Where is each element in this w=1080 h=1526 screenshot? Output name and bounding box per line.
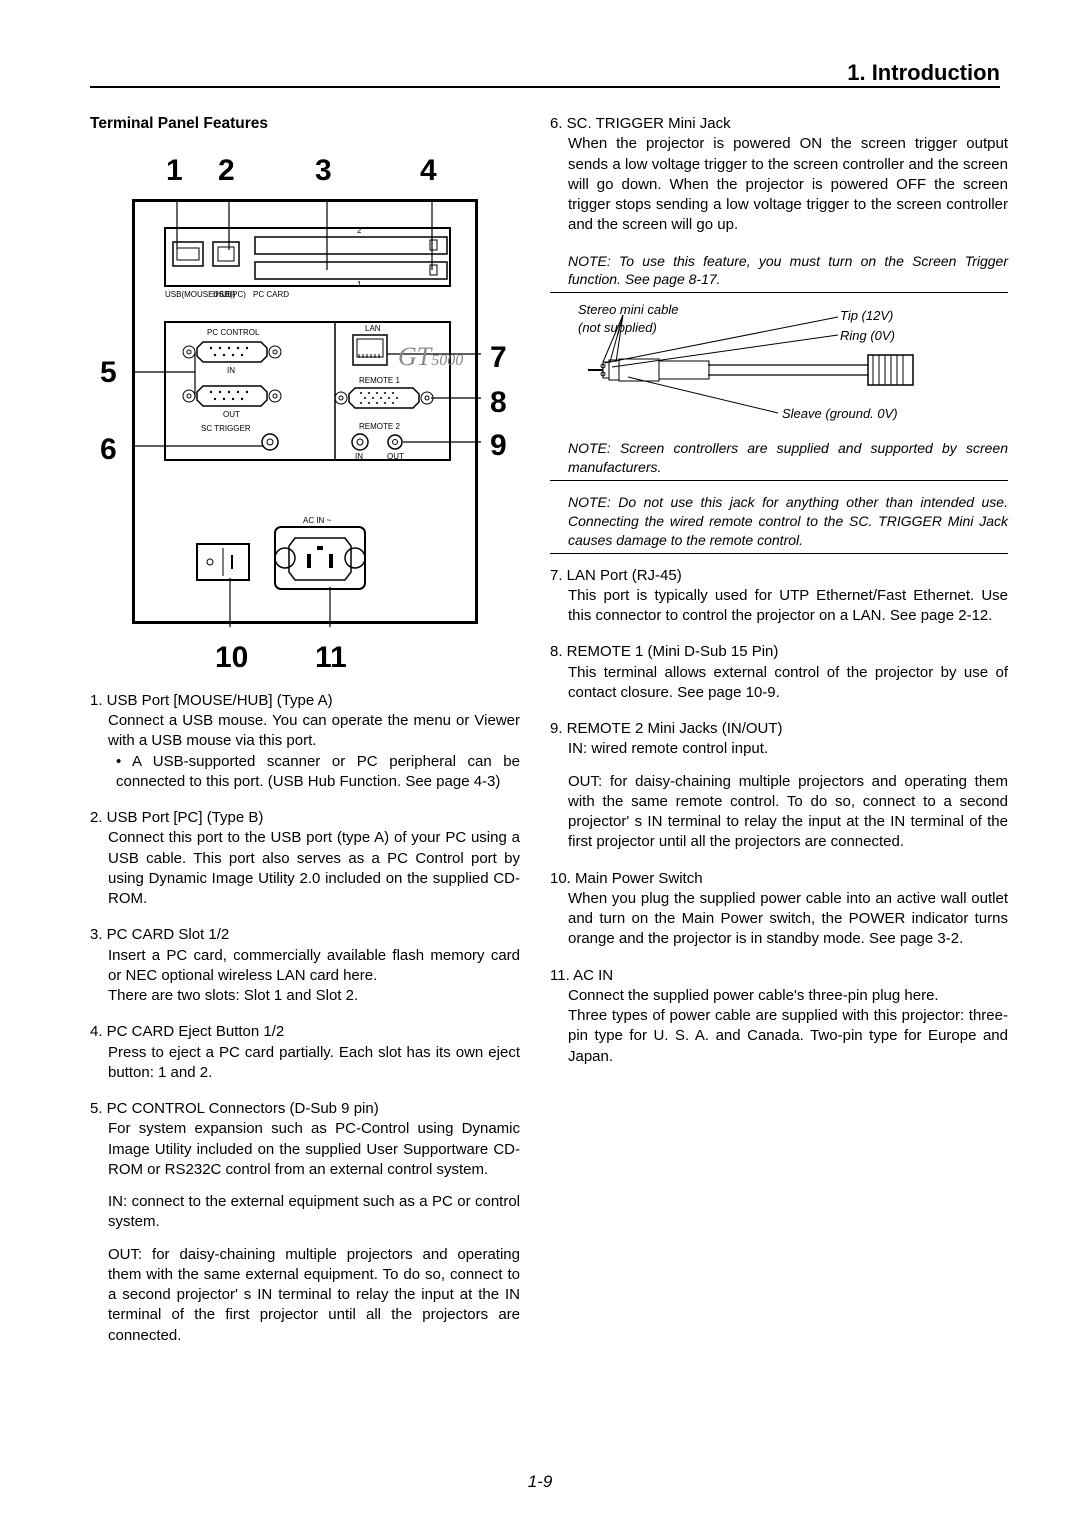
callout-9: 9	[490, 426, 507, 467]
item-9-body: IN: wired remote control input.	[550, 739, 1008, 759]
note-1: NOTE: To use this feature, you must turn…	[550, 252, 1008, 294]
item-5-sub2: OUT: for daisy-chaining multiple project…	[90, 1245, 520, 1346]
callout-1: 1	[166, 151, 183, 192]
lbl-usb-pc: USB(PC)	[213, 290, 246, 301]
lbl-slot2: 2	[357, 226, 361, 237]
lbl-in: IN	[227, 366, 235, 377]
item-5-body: For system expansion such as PC-Control …	[90, 1119, 520, 1180]
item-5-lead: 5. PC CONTROL Connectors (D-Sub 9 pin)	[90, 1099, 520, 1119]
item-8: 8. REMOTE 1 (Mini D-Sub 15 Pin) This ter…	[550, 642, 1008, 703]
clabel-stereo: Stereo mini cable (not supplied)	[578, 301, 678, 336]
callout-8: 8	[490, 383, 507, 424]
item-8-body: This terminal allows external control of…	[550, 663, 1008, 704]
item-3-lead: 3. PC CARD Slot 1/2	[90, 925, 520, 945]
item-1-bullet: • A USB-supported scanner or PC peripher…	[90, 752, 520, 793]
item-11-body: Connect the supplied power cable's three…	[550, 986, 1008, 1067]
item-6-body: When the projector is powered ON the scr…	[550, 134, 1008, 235]
lbl-remote2: REMOTE 2	[359, 422, 400, 433]
callout-7: 7	[490, 338, 507, 379]
page-number: 1-9	[0, 1472, 1080, 1492]
item-9-sub1: OUT: for daisy-chaining multiple project…	[550, 772, 1008, 853]
clabel-tip: Tip (12V)	[840, 307, 893, 325]
section-header: 1. Introduction	[90, 60, 1000, 86]
callout-2: 2	[218, 151, 235, 192]
callout-10: 10	[215, 638, 248, 679]
right-column: 6. SC. TRIGGER Mini Jack When the projec…	[550, 114, 1008, 1362]
lbl-slot1: 1	[357, 280, 361, 291]
item-10-lead: 10. Main Power Switch	[550, 869, 1008, 889]
item-5-sub1: IN: connect to the external equipment su…	[90, 1192, 520, 1233]
item-3-body: Insert a PC card, commercially available…	[90, 946, 520, 1007]
lbl-sctrigger: SC TRIGGER	[201, 424, 251, 435]
item-6: 6. SC. TRIGGER Mini Jack When the projec…	[550, 114, 1008, 236]
callout-11: 11	[315, 638, 347, 679]
lbl-out: OUT	[223, 410, 240, 421]
model-name: GT	[398, 342, 431, 371]
left-column: Terminal Panel Features 1 2 3 4 5 6 7 8 …	[90, 114, 520, 1362]
callout-5: 5	[100, 353, 117, 394]
header-rule	[90, 86, 1000, 88]
item-5: 5. PC CONTROL Connectors (D-Sub 9 pin) F…	[90, 1099, 520, 1346]
item-1-lead: 1. USB Port [MOUSE/HUB] (Type A)	[90, 691, 520, 711]
item-10: 10. Main Power Switch When you plug the …	[550, 869, 1008, 950]
item-7: 7. LAN Port (RJ-45) This port is typical…	[550, 566, 1008, 627]
item-4: 4. PC CARD Eject Button 1/2 Press to eje…	[90, 1022, 520, 1083]
clabel-ring: Ring (0V)	[840, 327, 895, 345]
cable-diagram: Stereo mini cable (not supplied) Tip (12…	[568, 305, 1008, 425]
clabel-sleave: Sleave (ground. 0V)	[782, 405, 898, 423]
item-10-body: When you plug the supplied power cable i…	[550, 889, 1008, 950]
item-7-lead: 7. LAN Port (RJ-45)	[550, 566, 1008, 586]
lbl-pccard: PC CARD	[253, 290, 289, 301]
item-9: 9. REMOTE 2 Mini Jacks (IN/OUT) IN: wire…	[550, 719, 1008, 853]
item-11-lead: 11. AC IN	[550, 966, 1008, 986]
lbl-r2out: OUT	[387, 452, 404, 463]
model-sub: 5000	[431, 352, 463, 369]
item-11: 11. AC IN Connect the supplied power cab…	[550, 966, 1008, 1067]
item-2-lead: 2. USB Port [PC] (Type B)	[90, 808, 520, 828]
item-9-lead: 9. REMOTE 2 Mini Jacks (IN/OUT)	[550, 719, 1008, 739]
item-1-body: Connect a USB mouse. You can operate the…	[90, 711, 520, 752]
note-2: NOTE: Screen controllers are supplied an…	[550, 439, 1008, 481]
item-6-lead: 6. SC. TRIGGER Mini Jack	[550, 114, 1008, 134]
item-2-body: Connect this port to the USB port (type …	[90, 828, 520, 909]
item-7-body: This port is typically used for UTP Ethe…	[550, 586, 1008, 627]
lbl-remote1: REMOTE 1	[359, 376, 400, 387]
lbl-lan: LAN	[365, 324, 381, 335]
two-column-layout: Terminal Panel Features 1 2 3 4 5 6 7 8 …	[90, 114, 1000, 1362]
callout-6: 6	[100, 430, 117, 471]
terminal-panel-heading: Terminal Panel Features	[90, 114, 520, 135]
item-2: 2. USB Port [PC] (Type B) Connect this p…	[90, 808, 520, 909]
callout-3: 3	[315, 151, 332, 192]
callout-4: 4	[420, 151, 437, 192]
item-8-lead: 8. REMOTE 1 (Mini D-Sub 15 Pin)	[550, 642, 1008, 662]
item-4-lead: 4. PC CARD Eject Button 1/2	[90, 1022, 520, 1042]
lbl-pccontrol: PC CONTROL	[207, 328, 259, 339]
lbl-r2in: IN	[355, 452, 363, 463]
panel-svg	[135, 202, 481, 627]
note-3: NOTE: Do not use this jack for anything …	[550, 493, 1008, 554]
model-label: GT5000	[398, 339, 463, 374]
terminal-panel-diagram: 1 2 3 4 5 6 7 8 9 10 11	[90, 143, 520, 673]
item-3: 3. PC CARD Slot 1/2 Insert a PC card, co…	[90, 925, 520, 1006]
item-4-body: Press to eject a PC card partially. Each…	[90, 1043, 520, 1084]
lbl-acin: AC IN ~	[303, 516, 331, 527]
item-1: 1. USB Port [MOUSE/HUB] (Type A) Connect…	[90, 691, 520, 792]
